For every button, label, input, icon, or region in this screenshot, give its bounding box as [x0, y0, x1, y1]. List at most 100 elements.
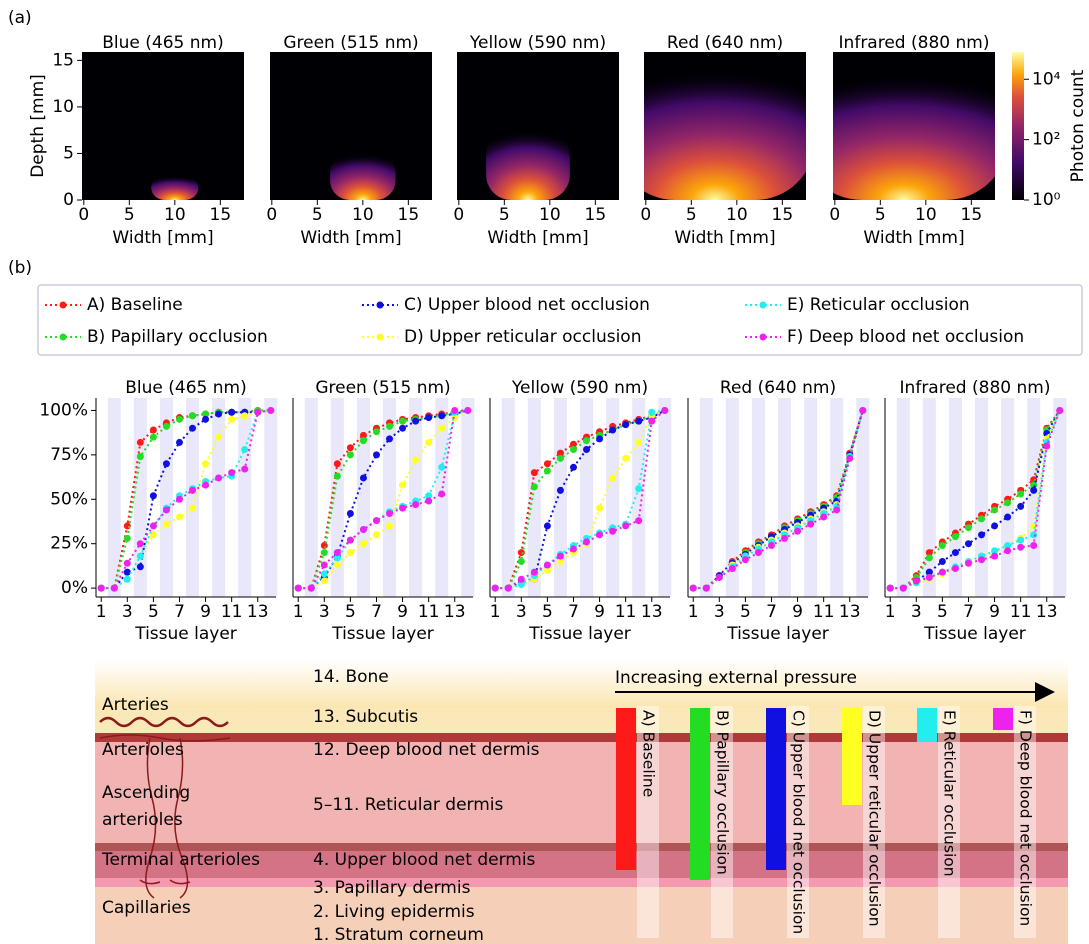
data-point — [926, 574, 933, 581]
data-point — [939, 542, 946, 549]
x-tick-label: 10 — [539, 205, 561, 225]
x-tick-label: 11 — [813, 602, 835, 622]
y-tick-label: 50% — [50, 489, 88, 509]
data-point — [887, 585, 894, 592]
data-point — [544, 562, 551, 569]
x-axis-label: Tissue layer — [923, 624, 1026, 644]
data-point — [570, 546, 577, 553]
data-point — [360, 437, 367, 444]
scenario-label: D) Upper reticular occlusion — [866, 710, 884, 927]
chart-title: Red (640 nm) — [667, 33, 783, 53]
data-point — [347, 444, 354, 451]
data-point — [150, 434, 157, 441]
layer-band — [1053, 398, 1066, 597]
occlusion-bar — [766, 708, 786, 870]
x-tick-label: 0 — [266, 205, 277, 225]
data-point — [228, 416, 235, 423]
chart-title: Blue (465 nm) — [125, 378, 246, 398]
x-tick-label: 3 — [714, 602, 725, 622]
data-point — [952, 533, 959, 540]
data-point — [557, 553, 564, 560]
layer-band — [461, 398, 474, 597]
x-axis-label: Width [mm] — [674, 228, 775, 248]
x-tick-label: 11 — [1010, 602, 1032, 622]
y-tick-label: 100% — [39, 400, 88, 420]
x-tick-label: 9 — [200, 602, 211, 622]
x-tick-label: 9 — [397, 602, 408, 622]
data-point — [399, 505, 406, 512]
x-tick-label: 5 — [937, 602, 948, 622]
data-point — [176, 514, 183, 521]
data-point — [321, 578, 328, 585]
data-point — [859, 407, 866, 414]
data-point — [425, 414, 432, 421]
data-point — [635, 485, 642, 492]
data-point — [399, 482, 406, 489]
x-axis-label: Tissue layer — [331, 624, 434, 644]
data-point — [163, 506, 170, 513]
x-tick-label: 13 — [641, 602, 663, 622]
data-point — [124, 569, 131, 576]
layer-label: 5–11. Reticular dermis — [313, 795, 504, 815]
legend-dot — [60, 334, 67, 341]
data-point — [150, 492, 157, 499]
data-point — [137, 439, 144, 446]
data-point — [755, 549, 762, 556]
data-point — [124, 535, 131, 542]
data-point — [425, 439, 432, 446]
data-point — [939, 569, 946, 576]
x-tick-label: 7 — [963, 602, 974, 622]
x-tick-label: 1 — [293, 602, 304, 622]
heat-blob — [799, 74, 1008, 200]
x-tick-label: 5 — [686, 205, 697, 225]
panel-label: (a) — [8, 8, 32, 28]
data-point — [163, 423, 170, 430]
y-tick-label: 75% — [50, 445, 88, 465]
data-point — [438, 425, 445, 432]
data-point — [570, 446, 577, 453]
vessel-label: arterioles — [102, 810, 183, 830]
x-tick-label: 1 — [96, 602, 107, 622]
vessel-label: Terminal arterioles — [101, 850, 260, 870]
data-point — [189, 425, 196, 432]
data-point — [544, 522, 551, 529]
scenario-label: E) Reticular occlusion — [941, 710, 959, 877]
data-point — [952, 565, 959, 572]
data-point — [399, 418, 406, 425]
data-point — [939, 558, 946, 565]
data-point — [124, 560, 131, 567]
data-point — [334, 549, 341, 556]
chart-title: Blue (465 nm) — [102, 33, 223, 53]
layer-label: 4. Upper blood net dermis — [313, 850, 536, 870]
layer-band — [305, 398, 318, 597]
data-point — [846, 455, 853, 462]
layer-band — [357, 398, 370, 597]
layer-epidermis — [95, 878, 1068, 887]
data-point — [347, 549, 354, 556]
data-point — [991, 506, 998, 513]
data-point — [412, 501, 419, 508]
data-point — [544, 460, 551, 467]
data-point — [438, 412, 445, 419]
colorbar — [1012, 52, 1024, 200]
data-point — [635, 439, 642, 446]
data-point — [768, 542, 775, 549]
data-point — [373, 428, 380, 435]
data-point — [215, 474, 222, 481]
x-tick-label: 7 — [568, 602, 579, 622]
data-point — [412, 457, 419, 464]
figure: (a) (b) Increasing external pressure Blu… — [0, 0, 1089, 944]
layer-corneum — [95, 887, 1068, 944]
data-point — [176, 496, 183, 503]
data-point — [690, 585, 697, 592]
x-tick-label: 13 — [444, 602, 466, 622]
x-tick-label: 10 — [915, 205, 937, 225]
data-point — [1017, 503, 1024, 510]
data-point — [215, 434, 222, 441]
data-point — [609, 528, 616, 535]
data-point — [360, 540, 367, 547]
data-point — [531, 569, 538, 576]
x-tick-label: 5 — [312, 205, 323, 225]
layer-band — [108, 398, 121, 597]
layer-band — [502, 398, 515, 597]
